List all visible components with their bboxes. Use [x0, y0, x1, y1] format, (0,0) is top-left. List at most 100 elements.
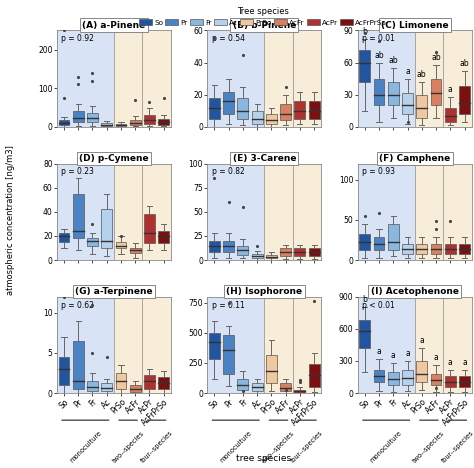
Bar — [443, 163, 472, 260]
Text: monoculture: monoculture — [219, 430, 253, 464]
Title: (A) a-Pinene: (A) a-Pinene — [82, 21, 146, 29]
Bar — [402, 93, 413, 114]
Bar — [223, 241, 234, 252]
Bar — [266, 114, 277, 124]
Bar — [293, 297, 321, 393]
Bar — [359, 320, 370, 348]
Bar — [223, 92, 234, 114]
Text: a: a — [419, 336, 424, 345]
Text: ab: ab — [389, 56, 398, 65]
Bar — [294, 101, 305, 119]
Title: (I) Acetophenone: (I) Acetophenone — [371, 287, 459, 296]
Bar — [445, 376, 456, 387]
Bar — [294, 389, 305, 393]
Bar — [445, 108, 456, 122]
Text: monoculture: monoculture — [68, 430, 102, 464]
Text: p < 0.01: p < 0.01 — [362, 300, 395, 309]
Bar — [430, 374, 441, 385]
Bar — [415, 297, 443, 393]
Bar — [207, 30, 264, 127]
Text: two--species: two--species — [262, 430, 295, 464]
Bar — [130, 120, 141, 125]
Bar — [142, 163, 171, 260]
Bar — [101, 383, 112, 391]
Text: two--species: two--species — [111, 430, 145, 464]
Bar — [374, 370, 384, 382]
Text: a: a — [391, 351, 396, 360]
Text: p = 0.01: p = 0.01 — [362, 34, 395, 43]
Text: a: a — [448, 358, 453, 366]
Bar — [266, 355, 277, 383]
Bar — [402, 244, 413, 254]
Bar — [388, 82, 399, 105]
Bar — [237, 379, 248, 389]
Text: ab: ab — [431, 53, 441, 62]
Bar — [57, 30, 114, 127]
Bar — [416, 361, 427, 382]
Bar — [443, 30, 472, 127]
Bar — [114, 30, 142, 127]
Bar — [415, 163, 443, 260]
Title: (E) 3-Carene: (E) 3-Carene — [233, 154, 296, 163]
Bar — [309, 101, 319, 119]
Bar — [430, 79, 441, 105]
Legend: So, Pr, Fr, Ac, PrSo, AcFr, AcPr, AcFrPrSo: So, Pr, Fr, Ac, PrSo, AcFr, AcPr, AcFrPr… — [136, 4, 390, 29]
Bar — [207, 297, 264, 393]
Text: tree species: tree species — [236, 454, 291, 463]
Bar — [359, 50, 370, 82]
Text: p = 0.62: p = 0.62 — [62, 300, 94, 309]
Title: (D) p-Cymene: (D) p-Cymene — [79, 154, 149, 163]
Bar — [158, 377, 169, 389]
Bar — [416, 95, 427, 118]
Bar — [144, 115, 155, 124]
Bar — [309, 249, 319, 256]
Bar — [158, 119, 169, 125]
Bar — [445, 244, 456, 254]
Bar — [144, 214, 155, 243]
Text: p = 0.54: p = 0.54 — [212, 34, 245, 43]
Bar — [237, 246, 248, 255]
Text: atmospheric concentration [ng/m3]: atmospheric concentration [ng/m3] — [6, 145, 15, 295]
Title: (F) Camphene: (F) Camphene — [379, 154, 450, 163]
Bar — [73, 194, 83, 238]
Text: a: a — [405, 349, 410, 358]
Bar — [388, 372, 399, 385]
Bar — [294, 249, 305, 256]
Text: four--species: four--species — [440, 430, 474, 464]
Bar — [280, 383, 291, 391]
Bar — [252, 111, 263, 124]
Bar — [87, 238, 98, 246]
Text: ab: ab — [417, 70, 427, 79]
Bar — [309, 364, 319, 387]
Bar — [142, 30, 171, 127]
Text: p = 0.82: p = 0.82 — [212, 168, 245, 176]
Text: p = 0.93: p = 0.93 — [362, 168, 395, 176]
Text: ab: ab — [374, 51, 384, 60]
Bar — [59, 120, 69, 125]
Bar — [101, 209, 112, 248]
Text: p = 0.92: p = 0.92 — [62, 34, 94, 43]
Bar — [264, 297, 293, 393]
Bar — [114, 163, 142, 260]
Bar — [116, 124, 127, 126]
Bar — [358, 297, 415, 393]
Bar — [57, 297, 114, 393]
Bar — [209, 98, 220, 119]
Title: (B) b-Pinene: (B) b-Pinene — [233, 21, 296, 29]
Text: two--species: two--species — [412, 430, 446, 464]
Bar — [130, 385, 141, 392]
Bar — [374, 237, 384, 250]
Bar — [209, 241, 220, 252]
Bar — [459, 376, 470, 387]
Text: monoculture: monoculture — [369, 430, 403, 464]
Bar — [114, 297, 142, 393]
Bar — [209, 333, 220, 359]
Bar — [459, 86, 470, 114]
Bar — [264, 163, 293, 260]
Text: b: b — [362, 27, 367, 36]
Title: (C) Limonene: (C) Limonene — [381, 21, 448, 29]
Bar — [142, 297, 171, 393]
Text: b: b — [362, 295, 367, 305]
Bar — [415, 30, 443, 127]
Text: a: a — [434, 353, 438, 362]
